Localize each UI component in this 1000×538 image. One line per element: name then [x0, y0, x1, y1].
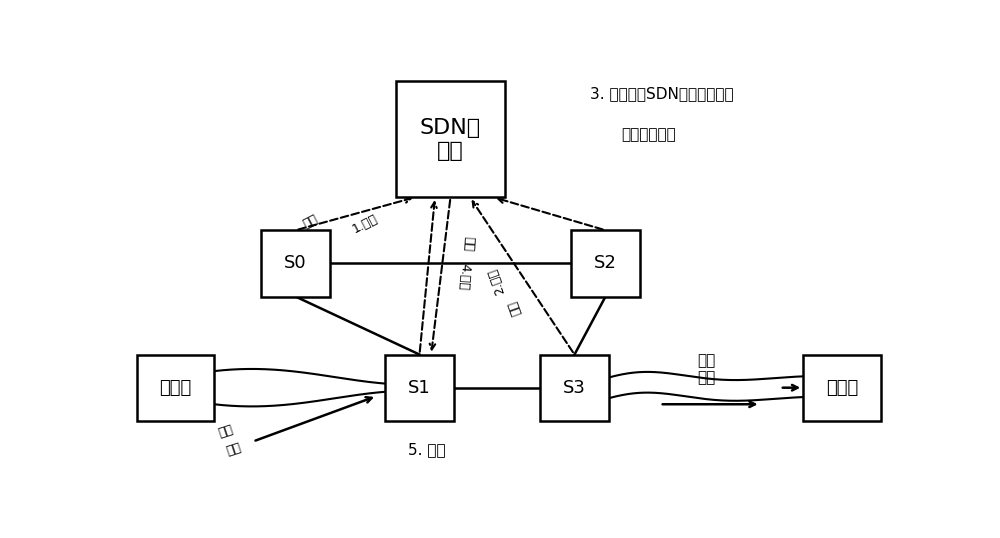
Text: 流量: 流量 [697, 370, 715, 385]
Text: 匀速: 匀速 [697, 353, 715, 368]
Text: 突发: 突发 [217, 423, 235, 440]
Text: 1.上报: 1.上报 [351, 212, 380, 236]
Text: S1: S1 [408, 379, 431, 397]
Text: S3: S3 [563, 379, 586, 397]
Text: S0: S0 [284, 254, 307, 272]
Text: 4.下发: 4.下发 [457, 263, 471, 291]
Text: 流表: 流表 [461, 236, 475, 251]
Text: 5. 整形: 5. 整形 [408, 442, 446, 457]
FancyBboxPatch shape [261, 230, 330, 296]
Text: 服务器: 服务器 [826, 379, 858, 397]
FancyBboxPatch shape [396, 81, 505, 197]
Text: S2: S2 [594, 254, 617, 272]
Text: 2.上报: 2.上报 [486, 266, 507, 295]
Text: 客户端: 客户端 [159, 379, 192, 397]
Text: SDN控
制器: SDN控 制器 [420, 117, 481, 161]
FancyBboxPatch shape [571, 230, 640, 296]
Text: 3. 配置基于SDN的整形算法，: 3. 配置基于SDN的整形算法， [590, 86, 734, 101]
Text: 报文: 报文 [301, 212, 320, 231]
Text: 确定整形带宽: 确定整形带宽 [621, 128, 676, 143]
Text: 流量: 流量 [224, 441, 243, 458]
FancyBboxPatch shape [803, 355, 881, 421]
FancyBboxPatch shape [385, 355, 454, 421]
FancyBboxPatch shape [137, 355, 214, 421]
FancyBboxPatch shape [540, 355, 609, 421]
Text: 带宽: 带宽 [506, 299, 523, 317]
